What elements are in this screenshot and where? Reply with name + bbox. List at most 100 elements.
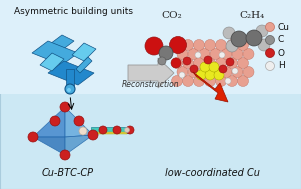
- Circle shape: [216, 40, 226, 50]
- Circle shape: [226, 57, 237, 68]
- Text: low-coordinated Cu: low-coordinated Cu: [165, 168, 259, 178]
- Circle shape: [199, 49, 210, 60]
- Circle shape: [200, 62, 210, 72]
- Polygon shape: [32, 41, 78, 65]
- Polygon shape: [65, 135, 93, 155]
- Circle shape: [204, 57, 216, 68]
- Circle shape: [216, 75, 226, 87]
- Polygon shape: [95, 132, 127, 134]
- Circle shape: [226, 40, 238, 52]
- Circle shape: [65, 84, 75, 94]
- Circle shape: [216, 57, 226, 68]
- Circle shape: [231, 31, 247, 47]
- Circle shape: [232, 49, 243, 60]
- Circle shape: [219, 52, 225, 58]
- Circle shape: [209, 62, 219, 72]
- Circle shape: [258, 39, 270, 51]
- Circle shape: [265, 49, 275, 57]
- Circle shape: [172, 75, 182, 87]
- Text: Asymmetric building units: Asymmetric building units: [14, 7, 133, 16]
- Circle shape: [246, 30, 262, 46]
- Circle shape: [237, 57, 249, 68]
- Circle shape: [177, 49, 188, 60]
- Circle shape: [195, 52, 201, 58]
- Circle shape: [237, 75, 249, 87]
- Circle shape: [219, 65, 227, 73]
- Circle shape: [237, 40, 249, 50]
- Circle shape: [159, 46, 173, 60]
- Circle shape: [183, 57, 191, 65]
- Circle shape: [205, 70, 215, 80]
- Circle shape: [226, 58, 234, 66]
- Circle shape: [214, 70, 224, 80]
- Circle shape: [204, 75, 216, 87]
- Polygon shape: [33, 107, 65, 137]
- Circle shape: [225, 78, 231, 84]
- Circle shape: [265, 61, 275, 70]
- Circle shape: [79, 127, 87, 135]
- Circle shape: [221, 49, 232, 60]
- Circle shape: [60, 150, 70, 160]
- Circle shape: [169, 36, 187, 53]
- Text: Cu: Cu: [278, 22, 290, 32]
- Circle shape: [177, 67, 188, 77]
- Text: C₂H₄: C₂H₄: [239, 11, 265, 20]
- Polygon shape: [46, 35, 74, 53]
- Text: H: H: [278, 61, 285, 70]
- Polygon shape: [193, 72, 228, 102]
- Circle shape: [210, 67, 221, 77]
- Circle shape: [210, 49, 221, 60]
- Circle shape: [158, 57, 166, 65]
- Circle shape: [196, 70, 206, 80]
- Circle shape: [243, 67, 254, 77]
- Polygon shape: [91, 127, 130, 133]
- Circle shape: [88, 130, 98, 140]
- Circle shape: [194, 40, 204, 50]
- Circle shape: [182, 40, 194, 50]
- Circle shape: [172, 57, 182, 68]
- Circle shape: [28, 132, 38, 142]
- Text: Reconstruction: Reconstruction: [122, 80, 180, 89]
- Circle shape: [171, 58, 181, 68]
- Circle shape: [199, 67, 210, 77]
- Polygon shape: [72, 43, 96, 61]
- Polygon shape: [76, 57, 92, 73]
- Circle shape: [256, 25, 268, 37]
- Circle shape: [194, 57, 204, 68]
- Circle shape: [204, 40, 216, 50]
- Circle shape: [204, 56, 212, 64]
- Polygon shape: [65, 107, 93, 137]
- Polygon shape: [66, 69, 74, 89]
- Circle shape: [226, 75, 237, 87]
- Circle shape: [74, 116, 84, 126]
- Bar: [0, 0, 301, 94]
- Circle shape: [188, 67, 199, 77]
- Circle shape: [145, 37, 163, 55]
- Circle shape: [265, 36, 275, 44]
- Circle shape: [188, 49, 199, 60]
- Polygon shape: [48, 61, 94, 85]
- Circle shape: [232, 67, 243, 77]
- Text: C: C: [278, 36, 284, 44]
- Circle shape: [172, 40, 182, 50]
- Circle shape: [125, 128, 129, 132]
- Circle shape: [99, 126, 107, 134]
- Circle shape: [265, 22, 275, 32]
- Circle shape: [221, 67, 232, 77]
- Polygon shape: [128, 58, 174, 88]
- Text: O: O: [278, 49, 285, 57]
- Circle shape: [60, 102, 70, 112]
- Circle shape: [126, 126, 134, 134]
- Circle shape: [67, 88, 71, 92]
- Polygon shape: [33, 137, 65, 155]
- Circle shape: [190, 65, 198, 73]
- Circle shape: [226, 40, 237, 50]
- Circle shape: [182, 75, 194, 87]
- Circle shape: [179, 72, 185, 78]
- Circle shape: [232, 68, 238, 74]
- Circle shape: [113, 126, 121, 134]
- Text: CO₂: CO₂: [162, 11, 182, 20]
- Circle shape: [50, 116, 60, 126]
- Circle shape: [223, 27, 235, 39]
- Circle shape: [194, 75, 204, 87]
